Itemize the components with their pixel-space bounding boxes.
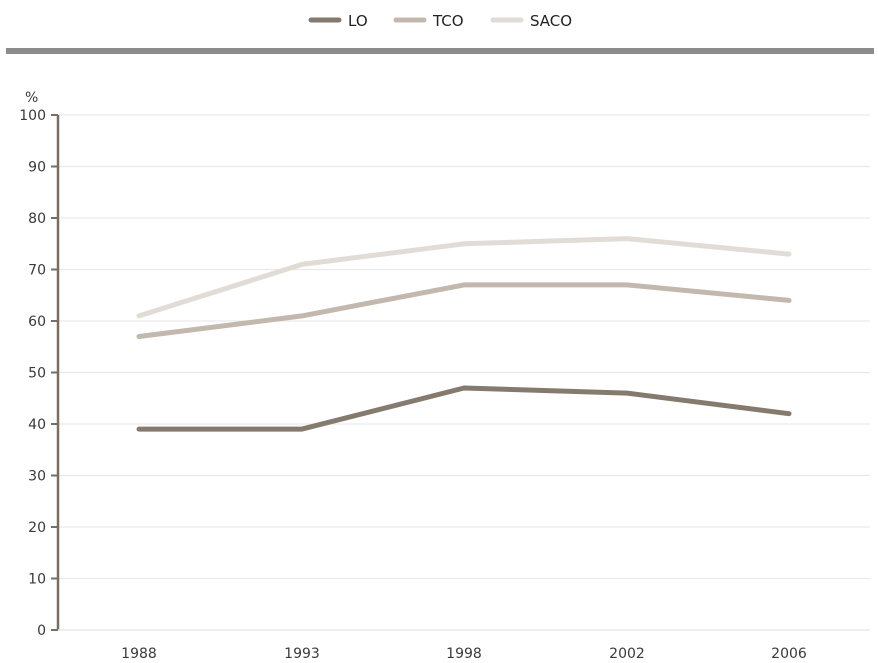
data-point-saco <box>463 243 465 245</box>
y-tick-label: 0 <box>37 623 46 639</box>
data-point-tco <box>626 284 628 286</box>
legend-label-lo: LO <box>348 12 368 30</box>
x-tick-label: 1998 <box>446 646 482 662</box>
series-line-lo <box>136 385 792 432</box>
y-tick-label: 30 <box>28 469 46 485</box>
header-divider <box>6 48 874 54</box>
data-point-tco <box>788 299 790 301</box>
y-tick-label: 90 <box>28 160 46 176</box>
x-tick-label: 2006 <box>771 646 807 662</box>
data-point-saco <box>301 263 303 265</box>
y-tick-label: 40 <box>28 417 46 433</box>
series-line-tco <box>136 282 792 339</box>
legend: LO TCO SACO <box>308 12 572 30</box>
y-tick-label: 50 <box>28 366 46 382</box>
data-point-lo <box>788 413 790 415</box>
data-point-tco <box>463 284 465 286</box>
y-tick-label: 100 <box>19 108 46 124</box>
legend-label-saco: SACO <box>530 12 572 30</box>
data-point-saco <box>626 238 628 240</box>
y-tick-label: 70 <box>28 263 46 279</box>
series-lines <box>136 236 792 432</box>
legend-label-tco: TCO <box>432 12 464 30</box>
data-point-lo <box>138 428 140 430</box>
data-point-saco <box>788 253 790 255</box>
data-point-tco <box>138 336 140 337</box>
y-tick-label: 60 <box>28 314 46 330</box>
x-tick-label: 1988 <box>121 646 157 662</box>
data-point-lo <box>301 428 303 430</box>
y-axis-label: % <box>25 90 38 106</box>
series-line-saco <box>136 236 792 319</box>
x-tick-label: 2002 <box>609 646 645 662</box>
data-point-tco <box>301 315 303 317</box>
y-tick-label: 20 <box>28 520 46 536</box>
data-point-lo <box>626 392 628 394</box>
data-point-lo <box>463 387 465 389</box>
gridlines <box>58 114 870 580</box>
x-tick-label: 1993 <box>284 646 320 662</box>
tick-labels: 0 10 20 30 40 50 60 70 80 90 100% 1988 1993 1998 2002 2… <box>19 90 807 662</box>
data-point-saco <box>138 315 140 317</box>
y-tick-label: 10 <box>28 572 46 588</box>
y-tick-label: 80 <box>28 211 46 227</box>
